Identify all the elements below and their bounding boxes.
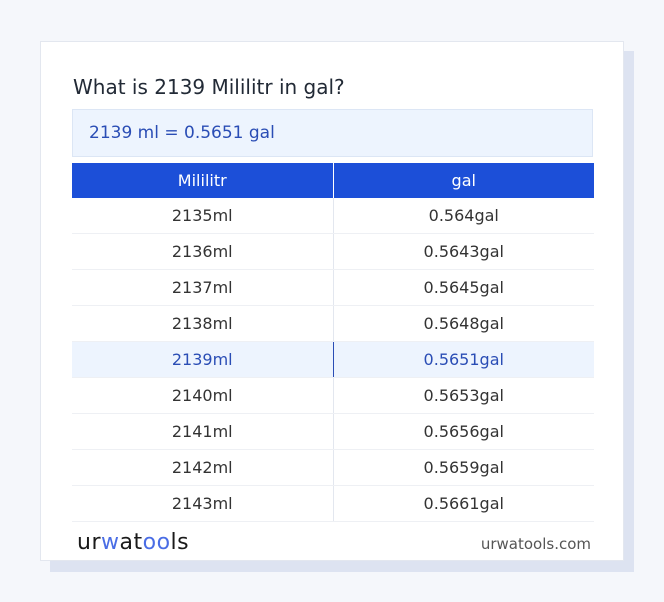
gal-cell: 0.5661gal [333,485,594,522]
gal-cell: 0.5648gal [333,305,594,342]
site-link[interactable]: urwatools.com [480,535,591,553]
gal-cell: 0.5651gal [333,341,594,378]
table-row: 2140ml 0.5653gal [72,377,594,414]
mililitr-cell: 2136ml [72,233,334,270]
table-row: 2137ml 0.5645gal [72,269,594,306]
table-row: 2141ml 0.5656gal [72,413,594,450]
gal-cell: 0.5653gal [333,377,594,414]
page-title: What is 2139 Mililitr in gal? [73,75,345,99]
table-row: 2138ml 0.5648gal [72,305,594,342]
mililitr-cell: 2138ml [72,305,334,342]
table-row: 2143ml 0.5661gal [72,485,594,522]
header-mililitr: Mililitr [72,163,334,198]
urwatools-logo[interactable]: urwatools [77,530,190,555]
result-box: 2139 ml = 0.5651 gal [72,109,593,157]
conversion-table: Mililitr gal 2135ml 0.564gal 2136ml 0.5643g… [72,163,594,522]
gal-cell: 0.5645gal [333,269,594,306]
table-row: 2142ml 0.5659gal [72,449,594,486]
gal-cell: 0.564gal [333,198,594,234]
table-row: 2135ml 0.564gal [72,198,594,234]
table-row: 2136ml 0.5643gal [72,233,594,270]
mililitr-cell: 2137ml [72,269,334,306]
mililitr-cell: 2142ml [72,449,334,486]
gal-cell: 0.5643gal [333,233,594,270]
header-gal: gal [333,163,594,198]
mililitr-cell: 2139ml [72,341,334,378]
converter-card: What is 2139 Mililitr in gal? 2139 ml = … [40,41,624,561]
gal-cell: 0.5656gal [333,413,594,450]
mililitr-cell: 2141ml [72,413,334,450]
table-row: 2139ml 0.5651gal [72,341,594,378]
mililitr-cell: 2135ml [72,198,334,234]
gal-cell: 0.5659gal [333,449,594,486]
mililitr-cell: 2143ml [72,485,334,522]
mililitr-cell: 2140ml [72,377,334,414]
